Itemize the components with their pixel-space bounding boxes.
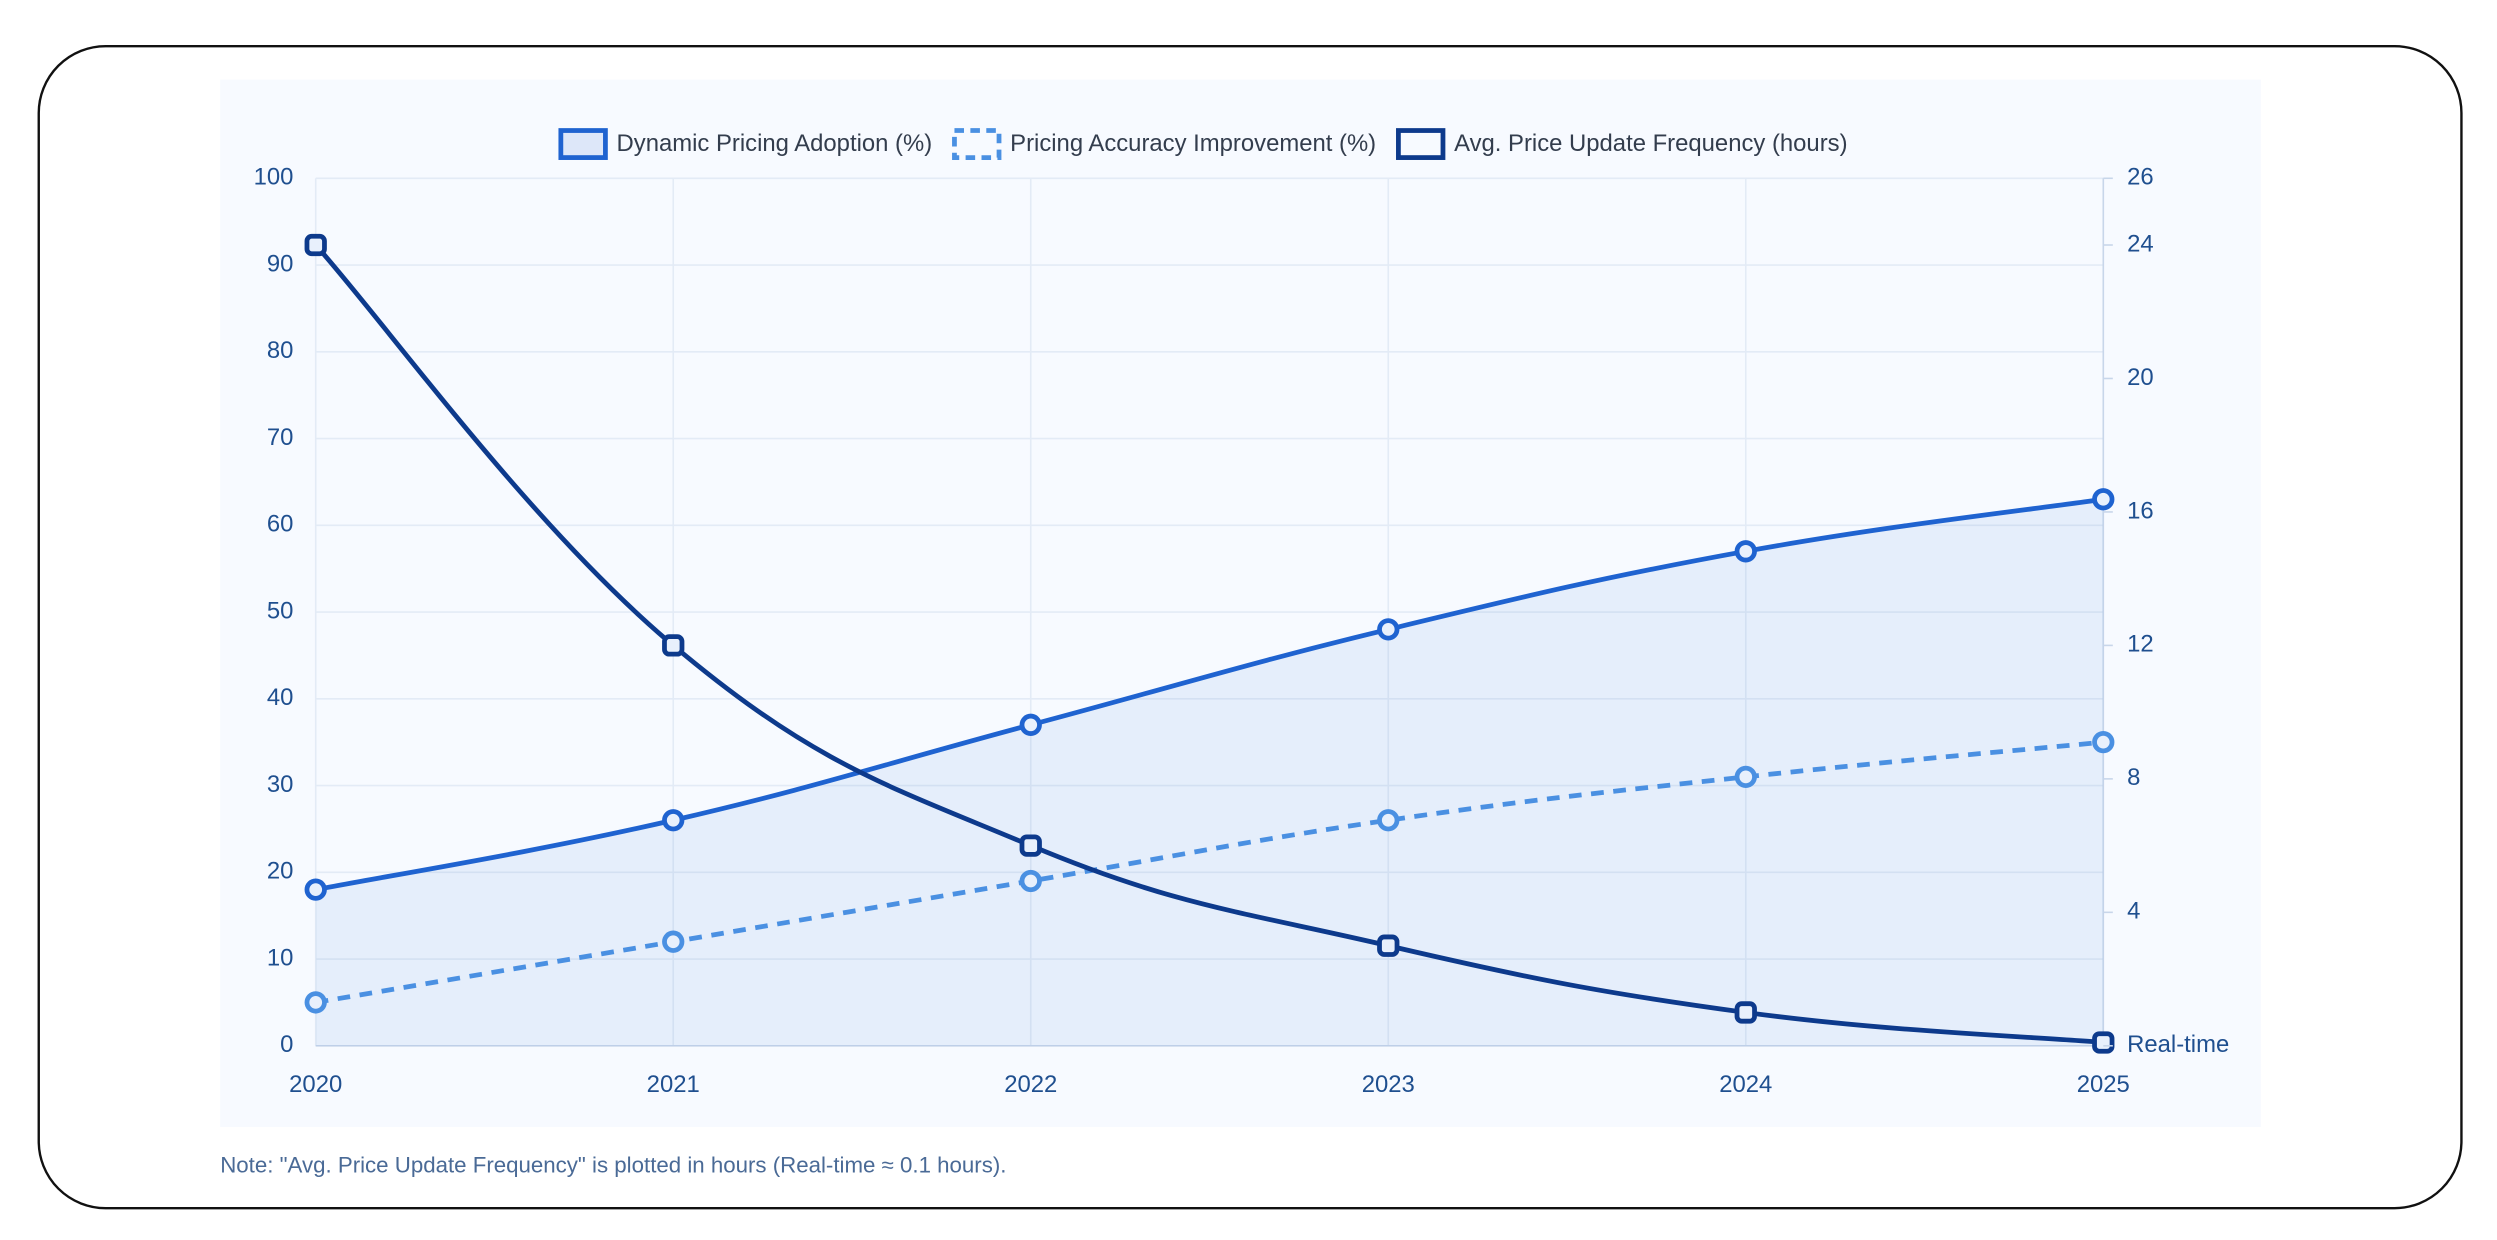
y2-tick-label: 20 [2127,364,2154,391]
chart-panel [220,79,2261,1127]
y-tick-label: 60 [267,511,294,538]
x-tick-label: 2020 [289,1071,342,1098]
legend-label: Avg. Price Update Frequency (hours) [1454,130,1847,157]
point [304,991,327,1014]
line [313,243,2104,1045]
legend-swatch [558,128,608,160]
point [1734,765,1757,789]
y-tick-label: 0 [280,1031,293,1058]
y2-tick-label: Real-time [2127,1031,2229,1058]
point [2092,488,2115,511]
x-tick-label: 2023 [1362,1071,1415,1098]
x-tick-label: 2024 [1719,1071,1772,1098]
y2-tick-label: 4 [2127,898,2140,925]
point [2092,1031,2115,1054]
y-tick-label: 50 [267,597,294,624]
y-tick-label: 10 [267,944,294,971]
y-tick-label: 70 [267,424,294,451]
point [662,809,685,832]
x-tick-label: 2025 [2077,1071,2130,1098]
point [304,233,327,257]
legend-label: Pricing Accuracy Improvement (%) [1010,130,1376,157]
x-tick-label: 2022 [1004,1071,1057,1098]
y2-tick-label: 24 [2127,230,2154,257]
y-tick-label: 90 [267,250,294,277]
point [662,634,685,657]
legend-swatch [952,128,1002,160]
y2-tick-label: 16 [2127,497,2154,524]
point [1734,540,1757,563]
point [1377,934,1400,957]
y-tick-label: 80 [267,337,294,364]
y-tick-label: 20 [267,858,294,885]
y-tick-label: 30 [267,771,294,798]
y2-tick-label: 26 [2127,164,2154,191]
point [1377,618,1400,641]
point [1019,834,1042,857]
line [315,496,2104,892]
y-tick-label: 40 [267,684,294,711]
grid [314,177,2105,1047]
point [1019,713,1042,736]
point [2092,731,2115,754]
x-tick-label: 2021 [647,1071,700,1098]
axes: 0102030405060708090100Real-time481216202… [254,128,2229,1098]
plot [304,233,2115,1054]
y-tick-label: 100 [254,164,294,191]
area [315,499,2104,1046]
y2-tick-label: 12 [2127,631,2154,658]
point [1734,1001,1757,1024]
legend-item: Avg. Price Update Frequency (hours) [1396,128,1848,160]
legend-swatch [1396,128,1446,160]
point [1377,809,1400,832]
point [662,930,685,953]
note: Note: "Avg. Price Update Frequency" is p… [220,1153,1006,1178]
point [1019,869,1042,893]
y2-tick-label: 8 [2127,764,2140,791]
legend-label: Dynamic Pricing Adoption (%) [617,130,933,157]
point [304,878,327,901]
legend-item: Pricing Accuracy Improvement (%) [952,128,1376,160]
legend-item: Dynamic Pricing Adoption (%) [558,128,933,160]
line [315,739,2104,1005]
